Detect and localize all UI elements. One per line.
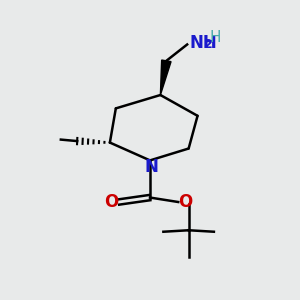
Text: NH: NH xyxy=(190,34,217,52)
Polygon shape xyxy=(160,60,171,95)
Text: N: N xyxy=(145,158,158,176)
Text: O: O xyxy=(104,193,118,211)
Text: H: H xyxy=(210,30,221,45)
Text: O: O xyxy=(178,193,192,211)
Text: 2: 2 xyxy=(204,38,212,51)
